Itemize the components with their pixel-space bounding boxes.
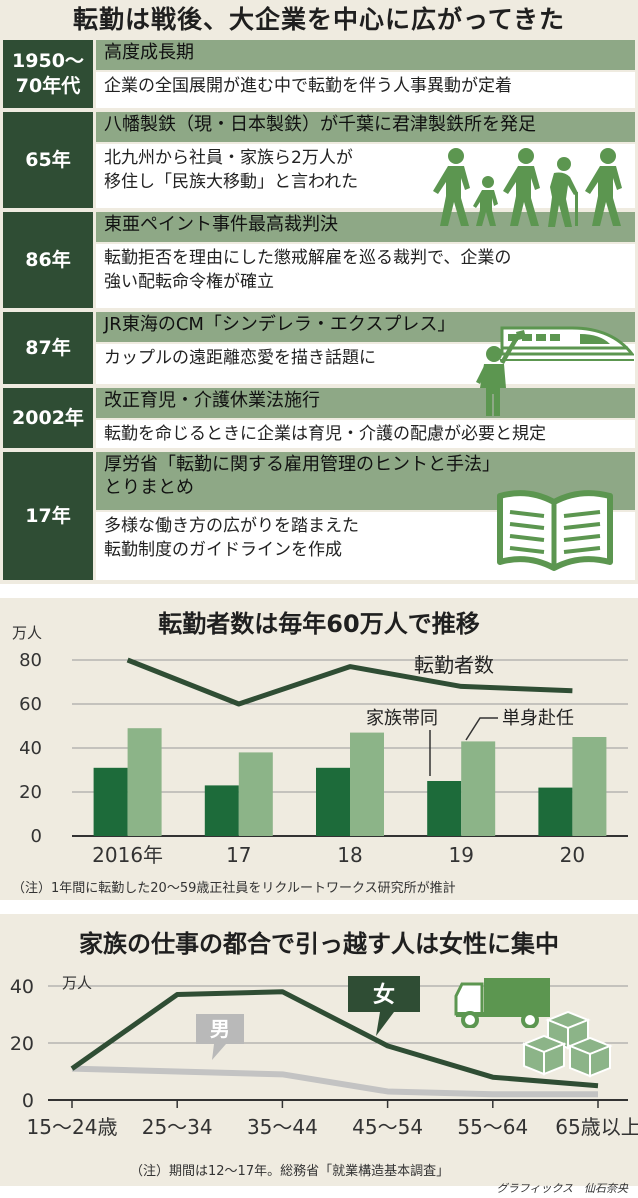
x-tick-label: 55〜64	[457, 1115, 528, 1139]
family-walking-icon	[433, 148, 622, 227]
line-chart-title: 家族の仕事の都合で引っ越す人は女性に集中	[79, 930, 559, 958]
timeline-headline: 東亜ペイント事件最高裁判決	[96, 212, 635, 242]
bullet-train-icon	[500, 326, 634, 361]
timeline-year: 65年	[3, 112, 93, 208]
total-line-label: 転勤者数	[414, 653, 494, 677]
credit: グラフィックス 仙石奈央	[496, 1182, 628, 1195]
x-tick-label: 35〜44	[247, 1115, 318, 1139]
timeline-section: 転勤は戦後、大企業を中心に広がってきた 1950〜 70年代 高度成長期 企業の全国…	[0, 0, 638, 584]
single-bar-label: 単身赴任	[502, 708, 574, 729]
y-tick-label: 0	[22, 1090, 34, 1112]
y-tick-label: 40	[10, 976, 34, 998]
x-tick-label: 17	[226, 843, 251, 867]
timeline-year: 1950〜 70年代	[3, 40, 93, 108]
timeline-year: 87年	[3, 312, 93, 384]
male-line	[71, 1065, 598, 1098]
x-tick-label: 19	[448, 843, 473, 867]
bar-chart-unit: 万人	[12, 624, 43, 642]
bar-chart-note: （注）1年間に転勤した20〜59歳正社員をリクルートワークス研究所が推計	[12, 881, 456, 896]
timeline-headline: 改正育児・介護休業法施行	[96, 388, 635, 418]
timeline-row: 65年 八幡製鉄（現・日本製鉄）が千葉に君津製鉄所を発足 北九州から社員・家族ら2万…	[0, 112, 638, 208]
x-tick-label: 2016年	[92, 843, 163, 867]
y-tick-label: 80	[19, 650, 42, 671]
bar-family	[427, 781, 462, 836]
y-tick-label: 60	[19, 694, 42, 715]
timeline-row: 2002年 改正育児・介護休業法施行 転勤を命じるときに企業は育児・介護の配慮が必要…	[0, 388, 638, 448]
y-tick-label: 0	[31, 826, 42, 847]
line-chart-unit: 万人	[62, 974, 93, 992]
waving-person-icon	[476, 330, 526, 416]
timeline-table: 1950〜 70年代 高度成長期 企業の全国展開が進む中で転勤を伴う人事異動が定着 6…	[0, 40, 638, 580]
bar-family	[538, 787, 573, 836]
boxes-icon	[521, 1010, 613, 1078]
y-tick-label: 40	[19, 738, 42, 759]
delivery-truck-icon	[454, 978, 550, 1028]
bar-chart-title: 転勤者数は毎年60万人で推移	[158, 610, 480, 638]
timeline-year: 86年	[3, 212, 93, 308]
bar-single	[572, 737, 607, 836]
timeline-row: 1950〜 70年代 高度成長期 企業の全国展開が進む中で転勤を伴う人事異動が定着	[0, 40, 638, 108]
bar-family	[204, 785, 239, 836]
x-tick-label: 18	[337, 843, 362, 867]
bar-single	[461, 741, 496, 836]
x-tick-label: 45〜54	[352, 1115, 423, 1139]
female-callout	[348, 976, 420, 1036]
timeline-year: 2002年	[3, 388, 93, 448]
timeline-row: 86年 東亜ペイント事件最高裁判決 転勤拒否を理由にした懲戒解雇を巡る裁判で、企業の…	[0, 212, 638, 308]
line-chart: 0 20 40 15〜24歳 25〜34 35〜44 45〜54 55〜64 65歳以上 女男	[10, 976, 638, 1139]
male-callout	[196, 1014, 244, 1060]
timeline-detail: 企業の全国展開が進む中で転勤を伴う人事異動が定着	[96, 72, 635, 108]
x-tick-label: 15〜24歳	[27, 1115, 118, 1139]
transfers-chart-section: 転勤者数は毎年60万人で推移 万人 0 20 40 60 80 2016年 17 18 19 20…	[0, 598, 638, 900]
single-label-leader	[465, 717, 498, 741]
bar-family	[93, 767, 128, 836]
female-label: 女	[373, 982, 395, 1008]
bar-single	[127, 728, 162, 836]
open-book-icon	[497, 490, 613, 571]
bar-single	[350, 732, 384, 836]
x-tick-label: 65歳以上	[555, 1115, 638, 1139]
timeline-year: 17年	[3, 452, 93, 580]
relocation-chart-section: 家族の仕事の都合で引っ越す人は女性に集中 0 20 40 15〜24歳 25〜34 35〜…	[0, 914, 638, 1186]
timeline-detail: カップルの遠距離恋愛を描き話題に	[96, 344, 635, 384]
timeline-row: 87年 JR東海のCM「シンデレラ・エクスプレス」 カップルの遠距離恋愛を描き話題に	[0, 312, 638, 384]
total-transfers-line	[126, 657, 573, 707]
timeline-detail: 転勤拒否を理由にした懲戒解雇を巡る裁判で、企業の 強い配転命令権が確立	[96, 244, 635, 308]
timeline-title: 転勤は戦後、大企業を中心に広がってきた	[72, 5, 565, 34]
y-tick-label: 20	[19, 782, 42, 803]
bar-single	[238, 752, 273, 836]
timeline-headline: 高度成長期	[96, 40, 635, 70]
female-line	[70, 989, 599, 1089]
x-tick-label: 20	[560, 843, 585, 867]
bar-family	[316, 767, 350, 836]
x-tick-label: 25〜34	[142, 1115, 213, 1139]
male-label: 男	[210, 1017, 230, 1041]
timeline-headline: 八幡製鉄（現・日本製鉄）が千葉に君津製鉄所を発足	[96, 112, 635, 142]
y-tick-label: 20	[10, 1033, 34, 1055]
timeline-detail: 転勤を命じるときに企業は育児・介護の配慮が必要と規定	[96, 420, 635, 448]
family-bar-label: 家族帯同	[366, 708, 438, 729]
line-chart-note: （注）期間は12〜17年。総務省「就業構造基本調査」	[130, 1164, 450, 1179]
timeline-detail: 北九州から社員・家族ら2万人が 移住し「民族大移動」と言われた	[96, 144, 635, 208]
